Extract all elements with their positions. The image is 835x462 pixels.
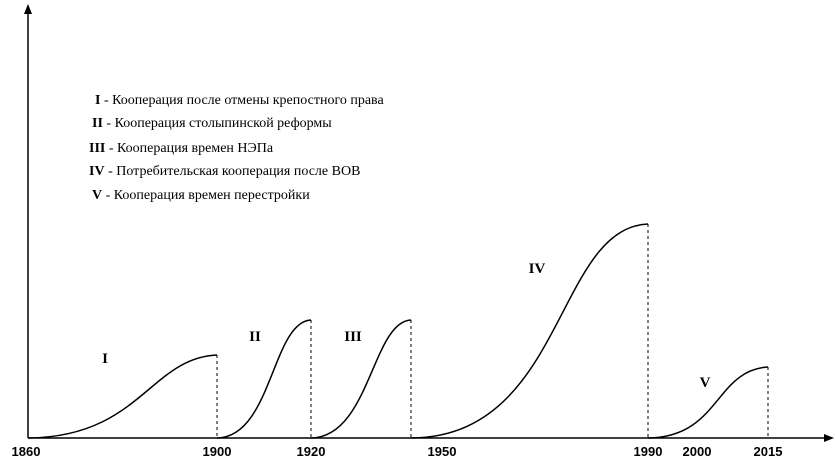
x-tick-label: 2000 <box>683 444 712 459</box>
x-tick-label: 1860 <box>12 444 41 459</box>
legend-numeral: II <box>92 116 103 131</box>
x-tick-label: 1950 <box>428 444 457 459</box>
legend-item: II - Кооперация столыпинской реформы <box>92 116 332 131</box>
legend-text: - Потребительская кооперация после ВОВ <box>108 164 360 179</box>
legend-text: - Кооперация времен НЭПа <box>109 141 274 156</box>
legend-item: III - Кооперация времен НЭПа <box>89 141 274 156</box>
legend-numeral: IV <box>89 164 105 179</box>
x-tick-label: 1990 <box>634 444 663 459</box>
curve-label: IV <box>529 261 546 277</box>
legend-text: - Кооперация столыпинской реформы <box>106 116 332 131</box>
legend-item: IV - Потребительская кооперация после ВО… <box>89 164 360 179</box>
legend-text: - Кооперация после отмены крепостного пр… <box>104 93 385 108</box>
legend-numeral: V <box>92 188 102 203</box>
curve-label: I <box>102 351 108 367</box>
curve <box>216 319 312 439</box>
curve <box>647 366 769 439</box>
curve-label: II <box>249 329 261 345</box>
legend: I - Кооперация после отмены крепостного … <box>89 93 384 203</box>
curve <box>27 354 218 439</box>
legend-item: I - Кооперация после отмены крепостного … <box>95 93 384 108</box>
x-tick-label: 1900 <box>203 444 232 459</box>
y-arrow <box>24 4 32 14</box>
legend-text: - Кооперация времен перестройки <box>106 188 311 203</box>
legend-item: V - Кооперация времен перестройки <box>92 188 310 203</box>
curve-label: III <box>344 329 362 345</box>
legend-numeral: I <box>95 93 100 108</box>
curve <box>410 223 649 439</box>
curve-label: V <box>700 375 711 391</box>
legend-numeral: III <box>89 141 105 156</box>
x-tick-label: 2015 <box>754 444 783 459</box>
curve <box>310 319 412 439</box>
x-tick-label: 1920 <box>297 444 326 459</box>
x-arrow <box>824 434 834 442</box>
